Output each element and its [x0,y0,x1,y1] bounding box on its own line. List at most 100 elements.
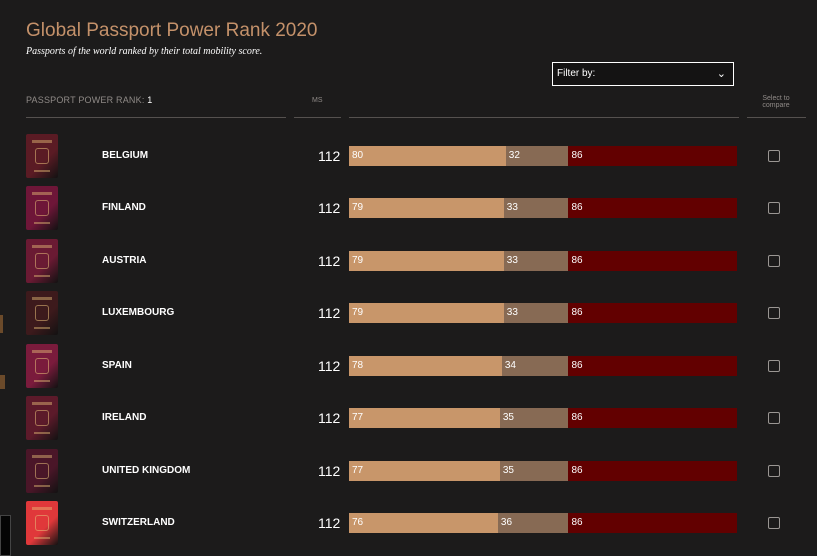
passport-emblem-icon [35,463,49,479]
passport-cover-image [26,449,58,493]
filter-dropdown[interactable]: Filter by: ⌄ [552,62,734,86]
country-name[interactable]: AUSTRIA [102,255,147,266]
passport-cover-image [26,396,58,440]
table-row: LUXEMBOURG 112 79 33 86 [0,291,817,343]
passport-emblem-icon [34,327,50,329]
passport-cover-image [26,291,58,335]
visa-free-segment: 80 [349,146,506,166]
visa-free-segment: 79 [349,251,504,271]
passport-emblem-icon [32,455,52,458]
mobility-bar[interactable]: 79 33 86 [349,198,737,218]
passport-emblem-icon [34,275,50,277]
filter-label: Filter by: [557,68,596,79]
page-title: Global Passport Power Rank 2020 [26,20,318,41]
visa-required-segment: 86 [568,146,737,166]
visa-on-arrival-segment: 33 [503,198,569,218]
country-name[interactable]: SPAIN [102,360,132,371]
table-row: SWITZERLAND 112 76 36 86 [0,501,817,553]
table-row: AUSTRIA 112 79 33 86 [0,239,817,291]
rank-header-divider [26,117,286,118]
mobility-score: 112 [318,358,341,374]
rank-header: PASSPORT POWER RANK: 1 [26,95,152,105]
mobility-bar[interactable]: 79 33 86 [349,251,737,271]
passport-emblem-icon [35,253,49,269]
visa-on-arrival-segment: 34 [501,356,569,376]
country-name[interactable]: FINLAND [102,202,146,213]
visa-free-segment: 77 [349,461,500,481]
visa-free-segment: 79 [349,198,504,218]
table-row: BELGIUM 112 80 32 86 [0,134,817,186]
mobility-score: 112 [318,148,341,164]
passport-emblem-icon [35,305,49,321]
passport-emblem-icon [32,297,52,300]
table-row: IRELAND 112 77 35 86 [0,396,817,448]
mobility-bar[interactable]: 80 32 86 [349,146,737,166]
passport-emblem-icon [35,358,49,374]
passport-emblem-icon [34,380,50,382]
country-name[interactable]: IRELAND [102,412,147,423]
passport-emblem-icon [34,537,50,539]
passport-cover-image [26,239,58,283]
edge-panel [0,515,11,556]
mobility-bar[interactable]: 77 35 86 [349,408,737,428]
visa-free-segment: 78 [349,356,502,376]
passport-emblem-icon [32,140,52,143]
visa-on-arrival-segment: 33 [503,251,569,271]
table-row: UNITED KINGDOM 112 77 35 86 [0,449,817,501]
mobility-bar[interactable]: 76 36 86 [349,513,737,533]
visa-required-segment: 86 [568,251,737,271]
compare-checkbox[interactable] [768,360,780,372]
mobility-score: 112 [318,463,341,479]
visa-on-arrival-segment: 36 [497,513,569,533]
passport-emblem-icon [34,485,50,487]
visa-on-arrival-segment: 35 [499,461,569,481]
compare-checkbox[interactable] [768,465,780,477]
compare-checkbox[interactable] [768,307,780,319]
passport-emblem-icon [32,192,52,195]
visa-free-segment: 76 [349,513,498,533]
compare-checkbox[interactable] [768,255,780,267]
visa-required-segment: 86 [568,408,737,428]
mobility-score: 112 [318,410,341,426]
table-row: FINLAND 112 79 33 86 [0,186,817,238]
visa-on-arrival-segment: 35 [499,408,569,428]
page-subtitle: Passports of the world ranked by their t… [26,46,263,57]
passport-cover-image [26,344,58,388]
country-name[interactable]: UNITED KINGDOM [102,465,191,476]
rank-header-value: 1 [147,95,153,105]
visa-free-segment: 79 [349,303,504,323]
mobility-bar[interactable]: 79 33 86 [349,303,737,323]
compare-header-divider [747,117,806,118]
table-row: SPAIN 112 78 34 86 [0,344,817,396]
country-name[interactable]: LUXEMBOURG [102,307,175,318]
mobility-score: 112 [318,305,341,321]
mobility-score: 112 [318,253,341,269]
passport-emblem-icon [34,432,50,434]
passport-emblem-icon [32,245,52,248]
visa-required-segment: 86 [568,198,737,218]
compare-header: Select to compare [762,95,790,109]
passport-emblem-icon [34,170,50,172]
country-name[interactable]: BELGIUM [102,150,149,161]
mobility-bar[interactable]: 78 34 86 [349,356,737,376]
visa-free-segment: 77 [349,408,500,428]
passport-cover-image [26,134,58,178]
compare-checkbox[interactable] [768,150,780,162]
country-name[interactable]: SWITZERLAND [102,517,175,528]
compare-checkbox[interactable] [768,412,780,424]
passport-emblem-icon [32,350,52,353]
visa-required-segment: 86 [568,461,737,481]
compare-checkbox[interactable] [768,517,780,529]
visa-required-segment: 86 [568,303,737,323]
bar-header-divider [349,117,739,118]
passport-cover-image [26,501,58,545]
passport-emblem-icon [35,515,49,531]
visa-on-arrival-segment: 33 [503,303,569,323]
compare-checkbox[interactable] [768,202,780,214]
passport-emblem-icon [32,507,52,510]
mobility-bar[interactable]: 77 35 86 [349,461,737,481]
mobility-score: 112 [318,200,341,216]
passport-emblem-icon [35,148,49,164]
passport-emblem-icon [34,222,50,224]
